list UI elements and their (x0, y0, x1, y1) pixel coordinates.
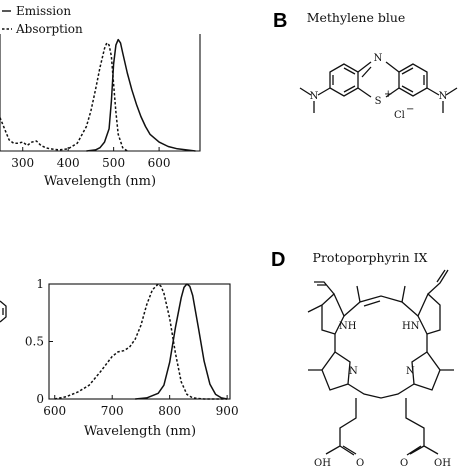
mb-counterion: Cl (394, 110, 405, 121)
chart-1-xtick-label-3: 900 (216, 404, 239, 418)
ppix-chain-left (325, 398, 357, 456)
ppix-atom-o-left: O (356, 458, 364, 469)
ppix-pyrrole-top-left (321, 292, 345, 335)
chart-0-series-emission (86, 38, 196, 152)
mb-atom-n-top: N (374, 53, 383, 64)
mb-left-amine-bonds (299, 87, 331, 113)
chart-bottom-xlabel: Wavelength (nm) (84, 424, 196, 439)
ppix-top-bridge (343, 295, 419, 317)
ppix-vinyl-left (314, 281, 335, 295)
mb-right-amine-bonds (426, 87, 458, 113)
ppix-side-bridges (334, 334, 428, 352)
partial-ring-fragment (0, 300, 7, 323)
chart-bottom-frame (48, 283, 231, 400)
legend-emission-label: Emission (16, 4, 71, 18)
ppix-atom-nh-left: NH (339, 321, 357, 332)
chart-top-series (0, 38, 196, 152)
chart-1-ytick-label-0: 0 (36, 392, 44, 406)
methylene-blue-title: Methylene blue (307, 10, 406, 25)
panel-letter-d: D (271, 249, 285, 271)
chart-0-xtick-label-1: 400 (57, 156, 80, 170)
chart-top: 300 400 500 600 Wavelength (nm) Emission Ab… (0, 4, 201, 189)
ppix-pyrrole-bottom-left (321, 351, 351, 391)
ppix-methyls-side (307, 304, 454, 371)
chart-1-xtick-label-2: 800 (158, 404, 181, 418)
ppix-pyrrole-top-right (417, 292, 441, 335)
mb-atom-n-right: N (439, 91, 448, 102)
chart-0-series-absorption (0, 42, 128, 152)
mb-atom-s: S (375, 96, 382, 107)
chart-top-legend: Emission Absorption (2, 4, 83, 36)
ppix-atom-n-left: N (349, 366, 358, 377)
protoporphyrin-title: Protoporphyrin IX (313, 250, 428, 265)
chart-1-ytick-label-2: 1 (36, 277, 44, 291)
mb-central-double (361, 66, 372, 78)
chart-top-xticks: 300 400 500 600 (11, 147, 171, 170)
chart-bottom-xticks: 600 700 800 900 (43, 395, 239, 418)
chart-1-xtick-label-0: 600 (43, 404, 66, 418)
ppix-vinyl-right (427, 269, 449, 295)
mb-right-ring-double (401, 67, 425, 93)
chart-top-xlabel: Wavelength (nm) (44, 174, 156, 189)
structure-methylene-blue: B Methylene blue N S + N N Cl − (273, 10, 458, 121)
chart-0-xtick-label-0: 300 (11, 156, 34, 170)
ppix-atom-hn-right: HN (402, 321, 420, 332)
structure-protoporphyrin: D Protoporphyrin IX NH HN N N OH O O OH (271, 249, 454, 469)
legend-absorption-label: Absorption (15, 22, 83, 36)
panel-letter-b: B (273, 10, 287, 32)
chart-0-xtick-label-3: 600 (148, 156, 171, 170)
ppix-chain-right (405, 398, 439, 456)
mb-left-ring (329, 63, 359, 97)
ppix-atom-o-right: O (400, 458, 408, 469)
ppix-atom-n-right: N (406, 366, 415, 377)
ppix-atom-oh-left: OH (314, 458, 331, 469)
ppix-bottom-bridge (347, 383, 415, 399)
chart-0-xtick-label-2: 500 (102, 156, 125, 170)
mb-left-ring-double (332, 67, 356, 93)
chart-1-ytick-label-1: 0.5 (25, 335, 44, 349)
chart-bottom-series (54, 283, 228, 400)
ppix-atom-oh-right: OH (434, 458, 451, 469)
chart-bottom: 600 700 800 900 00.51 Wavelength (nm) (0, 277, 239, 439)
mb-atom-n-left: N (310, 91, 319, 102)
mb-central-ring (357, 61, 400, 98)
ppix-methyls-top (356, 285, 406, 303)
mb-counterion-charge: − (406, 104, 414, 115)
mb-s-charge: + (384, 89, 392, 100)
chart-bottom-yticks: 00.51 (25, 277, 53, 406)
chart-top-frame (0, 34, 201, 152)
chart-1-series-dashed (54, 283, 228, 400)
chart-1-series-solid (135, 283, 228, 400)
mb-right-ring (398, 63, 428, 97)
chart-1-xtick-label-1: 700 (101, 404, 124, 418)
ppix-pyrrole-bottom-right (411, 351, 441, 391)
